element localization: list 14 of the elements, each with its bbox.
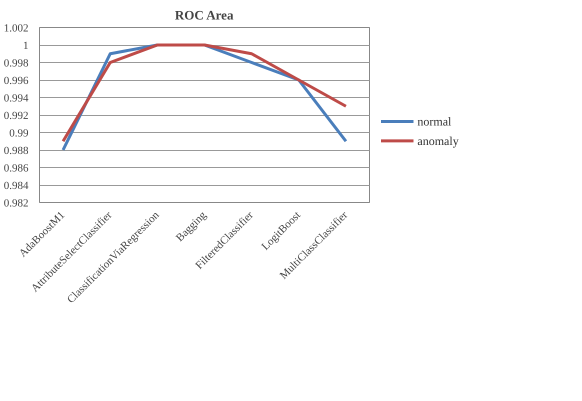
y-tick-label: 0.99 [9, 128, 29, 140]
legend-label: normal [417, 114, 452, 128]
y-tick-label: 0.994 [4, 92, 29, 104]
y-tick-label: 0.988 [4, 145, 29, 157]
y-tick-label: 0.982 [4, 198, 28, 210]
y-tick-label: 0.984 [4, 180, 29, 192]
y-tick-label: 0.986 [4, 162, 29, 174]
chart-title: ROC Area [174, 8, 234, 22]
legend-label: anomaly [417, 134, 459, 148]
y-tick-label: 0.992 [4, 110, 28, 122]
y-tick-label: 0.996 [4, 75, 29, 87]
y-tick-label: 1.002 [4, 22, 28, 34]
y-tick-label: 0.998 [4, 58, 29, 70]
y-tick-label: 1 [23, 40, 28, 52]
